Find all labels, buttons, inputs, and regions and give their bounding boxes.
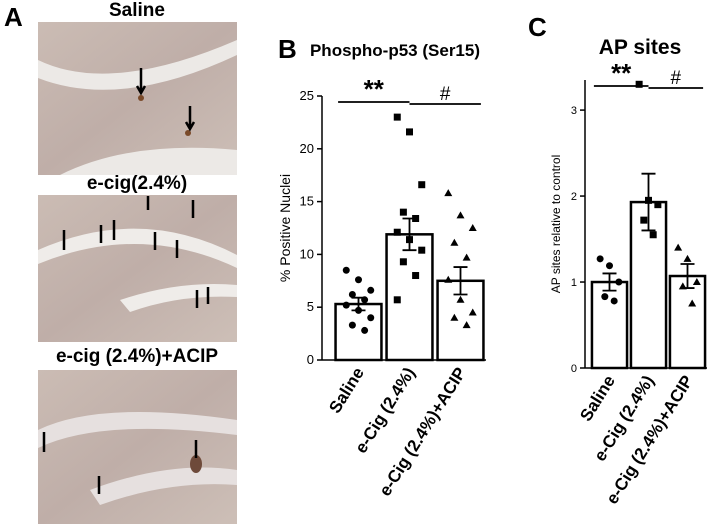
- data-point: [393, 113, 401, 121]
- data-point: [468, 308, 477, 316]
- data-point: [456, 295, 465, 303]
- y-tick-label: 10: [300, 246, 314, 261]
- data-point: [462, 253, 471, 261]
- y-tick-label: 20: [300, 141, 314, 156]
- y-tick-label: 25: [300, 88, 314, 103]
- data-point: [361, 296, 369, 304]
- data-point: [367, 286, 375, 294]
- data-point: [678, 282, 687, 290]
- chart-title: AP sites: [599, 36, 682, 59]
- error-bar: [453, 266, 468, 296]
- data-point: [688, 299, 697, 307]
- data-point: [406, 236, 413, 244]
- data-point: [355, 306, 362, 314]
- significance-label: **: [364, 74, 385, 104]
- data-point: [645, 196, 652, 204]
- data-point: [342, 301, 350, 309]
- significance-label: #: [671, 68, 682, 89]
- data-point: [450, 313, 459, 321]
- significance-label: **: [611, 58, 632, 88]
- data-point: [649, 231, 657, 239]
- bar: [590, 280, 629, 370]
- y-tick-label: 5: [307, 299, 314, 314]
- data-point: [361, 326, 369, 334]
- data-point: [444, 275, 453, 283]
- panel-label: A: [4, 2, 23, 32]
- micrograph: [38, 370, 237, 524]
- data-point: [406, 128, 413, 136]
- significance-label: #: [440, 84, 451, 105]
- y-tick-label: 0: [307, 352, 314, 367]
- data-point: [393, 228, 401, 236]
- panel-label: C: [528, 12, 547, 42]
- data-point: [342, 266, 350, 274]
- data-point: [596, 255, 604, 263]
- data-point: [367, 314, 375, 322]
- micrograph: [38, 22, 237, 175]
- data-point: [348, 291, 356, 299]
- panel-label: B: [278, 34, 297, 64]
- data-point: [355, 276, 362, 284]
- data-point: [615, 278, 623, 286]
- y-tick-label: 1: [571, 277, 577, 289]
- data-point: [348, 321, 356, 329]
- y-tick-label: 2: [571, 191, 577, 203]
- data-point: [399, 258, 407, 266]
- data-point: [418, 181, 426, 189]
- data-point: [674, 243, 683, 251]
- data-point: [610, 297, 618, 305]
- y-tick-label: 3: [571, 105, 577, 117]
- data-point: [456, 211, 465, 219]
- image-label: Saline: [109, 0, 165, 21]
- chart-title: Phospho-p53 (Ser15): [310, 41, 480, 60]
- data-point: [450, 238, 459, 246]
- data-point: [640, 216, 648, 224]
- bar: [385, 233, 434, 362]
- y-axis-label: % Positive Nuclei: [277, 174, 293, 282]
- data-point: [418, 246, 426, 254]
- y-tick-label: 15: [300, 194, 314, 209]
- image-label: e-cig (2.4%)+ACIP: [56, 346, 218, 367]
- x-tick-label: Saline: [576, 372, 619, 425]
- data-point: [606, 262, 613, 270]
- y-tick-label: 0: [571, 363, 577, 375]
- micrograph: [38, 195, 237, 342]
- data-point: [412, 214, 420, 222]
- data-point: [393, 296, 401, 304]
- data-point: [412, 272, 420, 280]
- data-point: [692, 278, 701, 286]
- data-point: [654, 201, 662, 209]
- data-point: [444, 189, 453, 197]
- data-point: [468, 224, 477, 231]
- data-point: [399, 208, 407, 216]
- data-point: [683, 254, 692, 262]
- bar: [668, 274, 707, 370]
- data-point: [601, 293, 609, 301]
- y-axis-label: AP sites relative to control: [549, 155, 563, 294]
- data-point: [462, 321, 471, 329]
- image-label: e-cig(2.4%): [87, 173, 187, 194]
- x-tick-label: Saline: [325, 364, 368, 417]
- error-bar: [602, 272, 617, 292]
- data-point: [635, 80, 643, 88]
